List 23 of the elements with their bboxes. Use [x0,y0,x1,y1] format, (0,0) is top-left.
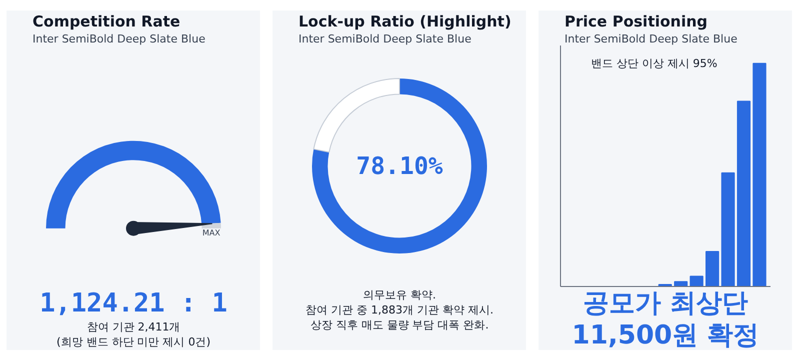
text: 참여 기관 중 1,883개 기관 확약 제시. [306,304,494,316]
text: 공모가 최상단 [582,288,748,318]
annotation: 밴드 상단 이상 제시 95% [590,56,718,70]
bar [690,276,704,286]
chart-title: Competition Rate [32,12,180,30]
bar [674,281,688,286]
text: 11,500원 확정 [572,320,760,350]
bar [752,62,766,286]
chart-title: Price Positioning [564,12,708,30]
text: 참여 기관 2,411개 [86,320,180,334]
text: (희망 밴드 하단 미만 제시 0건) [56,336,211,348]
chart-subtitle: Inter SemiBold Deep Slate Blue [564,32,738,46]
text: 1,124.21 : 1 [40,288,228,318]
slice-label: MAX [202,228,221,238]
text: 상장 직후 매도 물량 부담 대폭 완화. [310,318,489,332]
bar [721,172,735,286]
bar [706,250,720,286]
bar [736,100,751,286]
chart-subtitle: Inter SemiBold Deep Slate Blue [298,32,472,46]
chart-title: Lock-up Ratio (Highlight) [298,12,512,30]
text: 의무보유 확약. [363,288,436,302]
text: 78.10% [356,152,444,180]
chart-subtitle: Inter SemiBold Deep Slate Blue [32,32,206,46]
